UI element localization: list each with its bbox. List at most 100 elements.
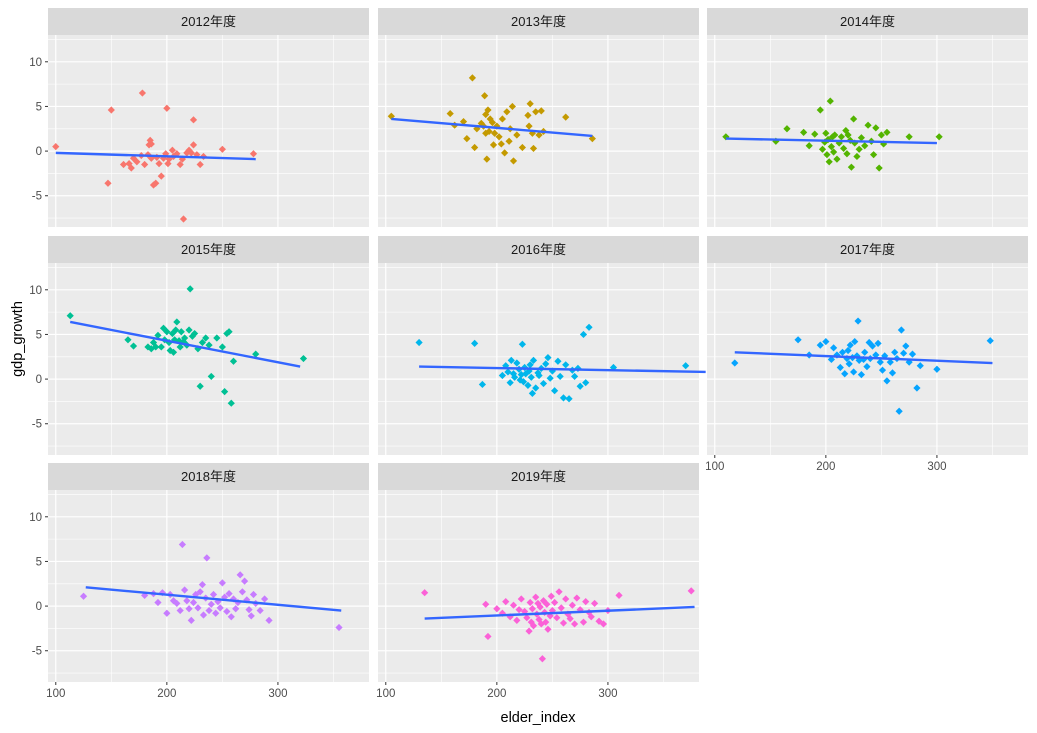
data-point — [529, 144, 538, 153]
data-point — [207, 372, 215, 381]
data-point — [214, 598, 222, 606]
data-point — [509, 157, 518, 165]
data-point — [478, 380, 487, 389]
data-point — [202, 334, 210, 342]
data-point — [225, 589, 233, 598]
data-point — [868, 342, 877, 350]
y-tick-label: 10 — [29, 57, 42, 69]
data-point — [899, 349, 908, 357]
data-point — [536, 603, 544, 611]
data-point — [446, 109, 454, 118]
data-point — [509, 601, 518, 609]
data-point — [877, 131, 885, 139]
data-point — [833, 351, 841, 359]
facet-strip — [707, 236, 1028, 263]
data-point — [840, 144, 848, 153]
data-point — [935, 133, 943, 141]
data-point — [537, 620, 545, 628]
data-point — [551, 387, 559, 395]
data-point — [187, 616, 195, 624]
data-point — [133, 158, 141, 166]
data-point — [827, 143, 836, 151]
data-point — [579, 330, 588, 339]
data-point — [836, 363, 844, 372]
x-tick-label: 200 — [487, 688, 506, 700]
data-point — [539, 379, 548, 388]
data-point — [221, 593, 229, 601]
data-point — [842, 126, 850, 135]
data-point — [232, 605, 240, 613]
data-point — [845, 360, 853, 368]
data-point — [535, 615, 543, 624]
data-point — [236, 571, 244, 579]
data-point — [816, 106, 824, 114]
data-point — [872, 351, 880, 359]
facet-strip — [48, 463, 369, 490]
data-point — [532, 108, 540, 116]
data-point — [138, 89, 147, 97]
data-point — [482, 600, 490, 608]
data-point — [199, 611, 208, 619]
x-tick-label: 100 — [46, 688, 65, 700]
data-point — [173, 318, 181, 326]
data-point — [881, 352, 889, 360]
data-point — [539, 597, 548, 605]
data-point — [163, 104, 171, 112]
x-axis-title: elder_index — [501, 710, 577, 726]
data-point — [207, 600, 215, 608]
data-point — [841, 370, 849, 378]
facet-strip — [378, 8, 699, 35]
data-point — [171, 336, 179, 344]
data-point — [218, 343, 226, 351]
data-point — [891, 348, 899, 356]
data-point — [187, 149, 195, 157]
data-point — [517, 371, 525, 379]
data-point — [186, 285, 194, 293]
data-point — [855, 145, 863, 153]
data-point — [850, 115, 858, 123]
data-point — [196, 160, 204, 169]
trend-line — [55, 151, 256, 161]
y-tick-label: 10 — [29, 285, 42, 297]
data-point — [227, 613, 235, 621]
data-point — [129, 342, 138, 350]
facet-strip — [707, 8, 1028, 35]
panel-grid — [378, 35, 699, 227]
data-point — [189, 141, 198, 149]
data-point — [218, 145, 226, 153]
data-point — [872, 124, 880, 132]
data-point — [876, 358, 884, 366]
data-point — [555, 588, 563, 596]
data-point — [169, 597, 178, 605]
data-point — [830, 148, 838, 156]
data-point — [522, 370, 530, 378]
data-point — [516, 376, 524, 384]
data-point — [485, 127, 493, 136]
y-tick-label: 5 — [36, 329, 42, 341]
data-point — [238, 588, 246, 596]
data-point — [528, 389, 536, 397]
panel-0: 2012年度 -5 0 5 10 — [29, 8, 369, 227]
data-point — [559, 619, 568, 627]
data-point — [205, 606, 213, 615]
data-point — [141, 160, 149, 169]
data-point — [155, 159, 163, 168]
data-point — [147, 140, 155, 148]
data-point — [527, 373, 535, 381]
data-point — [415, 338, 423, 347]
data-point — [191, 329, 199, 338]
data-point — [483, 155, 491, 163]
data-point — [176, 160, 184, 169]
data-point — [870, 151, 878, 159]
data-point — [599, 620, 608, 628]
data-point — [863, 362, 871, 371]
data-point — [504, 368, 512, 376]
data-point — [181, 334, 189, 342]
data-point — [524, 381, 532, 389]
panel-2: 2014年度 — [707, 8, 1028, 227]
data-point — [916, 362, 924, 370]
data-point — [542, 618, 550, 626]
data-point — [501, 149, 509, 157]
data-point — [822, 129, 830, 137]
panel-grid — [707, 35, 1028, 227]
